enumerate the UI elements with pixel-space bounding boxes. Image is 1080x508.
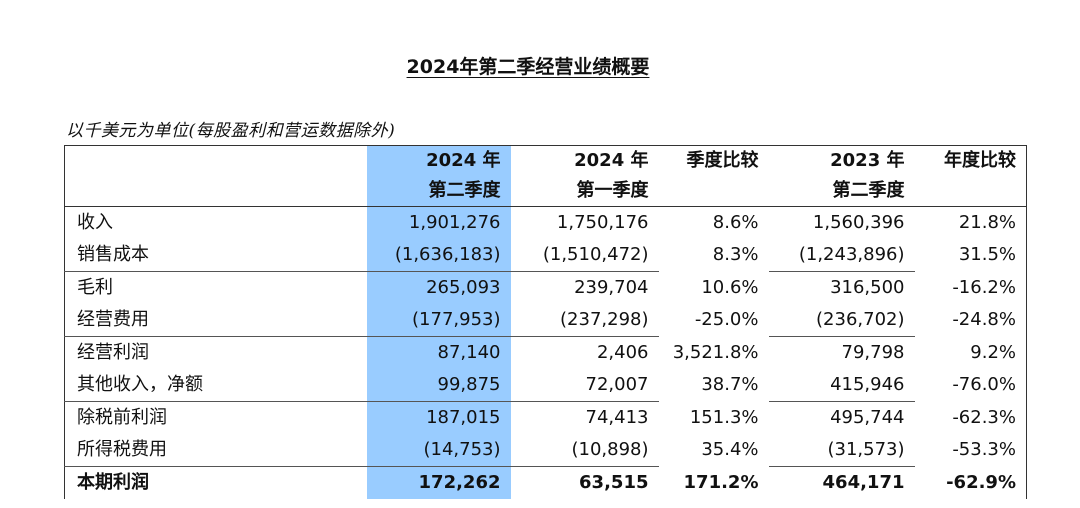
col-header-qoq: 季度比较 <box>658 145 769 176</box>
table-row: 除税前利润 187,015 74,413 151.3% 495,744 -62.3% <box>64 401 1027 434</box>
table-row: 经营利润 87,140 2,406 3,521.8% 79,798 9.2% <box>64 336 1027 369</box>
cell-value: -62.3% <box>914 401 1027 434</box>
cell-value: 1,901,276 <box>366 206 511 239</box>
cell-value: (31,573) <box>768 434 915 467</box>
cell-value: 35.4% <box>701 439 759 461</box>
col-header-q2-2023-year: 2023 年 <box>768 145 915 176</box>
cell-value: 1,750,176 <box>556 212 649 233</box>
row-label: 经营费用 <box>64 304 367 337</box>
cell-value: 187,015 <box>366 401 511 434</box>
cell-value: -62.9% <box>914 466 1027 499</box>
col-header-q1-2024-year: 2024 年 <box>510 145 659 176</box>
table-row: 所得税费用 (14,753) (10,898) 35.4% (31,573) -53.3% <box>64 434 1027 467</box>
cell-value: 172,262 <box>366 466 511 499</box>
cell-value: (10,898) <box>510 434 659 467</box>
row-label: 其他收入，净额 <box>64 369 367 402</box>
col-header-q2-2024-quarter: 第二季度 <box>366 176 511 207</box>
results-table: 2024 年 2024 年 季度比较 2023 年 年度比较 第二季度 第一季度… <box>64 145 1027 499</box>
cell-value: 74,413 <box>585 407 649 428</box>
cell-value: 151.3% <box>689 406 759 428</box>
col-header-yoy: 年度比较 <box>914 145 1027 176</box>
cell-value: 8.3% <box>712 244 759 266</box>
table-header: 2024 年 2024 年 季度比较 2023 年 年度比较 第二季度 第一季度… <box>64 145 1027 207</box>
cell-value: -76.0% <box>914 369 1027 402</box>
col-header-q2-2023-quarter: 第二季度 <box>768 176 915 207</box>
table-row: 销售成本 (1,636,183) (1,510,472) 8.3% (1,243,896… <box>64 239 1027 272</box>
table-row: 收入 1,901,276 1,750,176 8.6% 1,560,396 21.8% <box>64 206 1027 239</box>
cell-value: 38.7% <box>701 374 759 396</box>
col-header-q2-2024-year: 2024 年 <box>366 145 511 176</box>
cell-value: 9.2% <box>914 336 1027 369</box>
row-label: 销售成本 <box>64 239 367 272</box>
cell-value: 63,515 <box>579 472 649 493</box>
col-header-yoy-2 <box>914 176 1027 207</box>
table-row: 毛利 265,093 239,704 10.6% 316,500 -16.2% <box>64 271 1027 304</box>
cell-value: 87,140 <box>366 336 511 369</box>
cell-value: 8.6% <box>712 212 759 233</box>
cell-value: 31.5% <box>914 239 1027 272</box>
cell-value: 415,946 <box>768 369 915 402</box>
cell-value: (14,753) <box>366 434 511 467</box>
cell-value: (177,953) <box>366 304 511 337</box>
cell-value: 239,704 <box>574 277 649 298</box>
cell-value: (236,702) <box>768 304 915 337</box>
cell-value: 265,093 <box>366 271 511 304</box>
cell-value: 21.8% <box>914 206 1027 239</box>
cell-value: 2,406 <box>596 342 649 363</box>
table-row: 经营费用 (177,953) (237,298) -25.0% (236,702) -24… <box>64 304 1027 337</box>
unit-note: 以千美元为单位(每股盈利和营运数据除外) <box>66 121 396 141</box>
cell-value: 72,007 <box>510 369 659 402</box>
row-label: 除税前利润 <box>64 401 367 434</box>
cell-value: -25.0% <box>694 309 759 331</box>
cell-value: 316,500 <box>830 277 905 298</box>
row-label: 经营利润 <box>64 336 367 369</box>
row-label: 毛利 <box>64 271 367 304</box>
row-label: 本期利润 <box>64 466 367 499</box>
row-label: 所得税费用 <box>64 434 367 467</box>
cell-value: 10.6% <box>701 276 759 298</box>
cell-value: 464,171 <box>822 472 905 493</box>
cell-value: -53.3% <box>914 434 1027 467</box>
row-label: 收入 <box>64 206 367 239</box>
col-header-q1-2024-quarter: 第一季度 <box>510 176 659 207</box>
cell-value: 99,875 <box>366 369 511 402</box>
header-blank-2 <box>64 176 367 207</box>
cell-value: 1,560,396 <box>812 212 905 233</box>
cell-value: (237,298) <box>510 304 659 337</box>
cell-value: (1,243,896) <box>768 239 915 272</box>
header-blank <box>64 145 367 176</box>
cell-value: (1,510,472) <box>510 239 659 272</box>
table-body: 收入 1,901,276 1,750,176 8.6% 1,560,396 21.8% 销售… <box>64 206 1027 499</box>
cell-value: (1,636,183) <box>366 239 511 272</box>
cell-value: 79,798 <box>841 342 905 363</box>
cell-value: -16.2% <box>914 271 1027 304</box>
cell-value: -24.8% <box>914 304 1027 337</box>
cell-value: 171.2% <box>683 471 759 493</box>
report-title: 2024年第二季经营业绩概要 <box>0 52 1056 79</box>
cell-value: 3,521.8% <box>672 341 759 363</box>
cell-value: 495,744 <box>830 407 905 428</box>
table-row: 其他收入，净额 99,875 72,007 38.7% 415,946 -76.0% <box>64 369 1027 402</box>
col-header-qoq-2 <box>658 176 769 207</box>
table-row: 本期利润 172,262 63,515 171.2% 464,171 -62.9% <box>64 466 1027 499</box>
report-title-text: 2024年第二季经营业绩概要 <box>406 56 650 78</box>
